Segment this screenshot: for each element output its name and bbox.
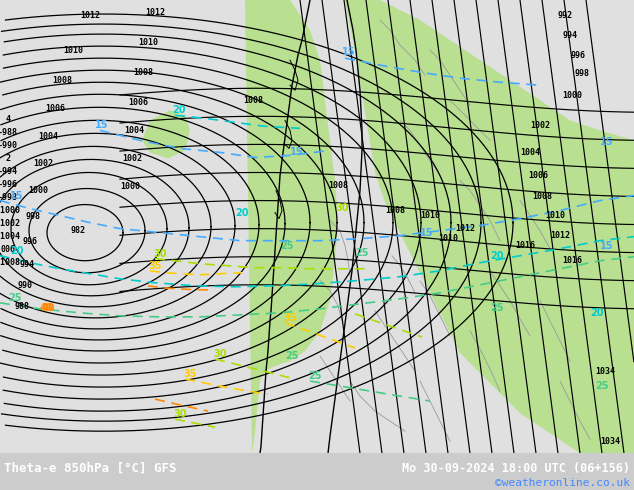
Text: 1010: 1010 [420, 211, 440, 220]
Text: -996: -996 [0, 180, 18, 189]
Text: 998: 998 [25, 212, 41, 221]
Text: 006: 006 [1, 245, 15, 254]
Text: 1008: 1008 [328, 181, 348, 190]
Text: 1002: 1002 [33, 159, 53, 168]
Text: 1012: 1012 [145, 7, 165, 17]
Text: 25: 25 [355, 248, 368, 258]
Text: 20: 20 [10, 245, 23, 256]
Text: 1008: 1008 [532, 192, 552, 201]
Text: 30: 30 [153, 249, 167, 259]
Text: 20: 20 [490, 251, 503, 261]
Text: 996: 996 [571, 50, 586, 60]
Text: 1010: 1010 [438, 234, 458, 243]
Text: 1000: 1000 [120, 182, 140, 191]
Text: 25: 25 [280, 241, 294, 251]
Text: 1016: 1016 [562, 256, 582, 265]
Text: 1000: 1000 [562, 91, 582, 100]
Polygon shape [142, 110, 190, 158]
Text: 1012: 1012 [455, 224, 475, 233]
Text: -988: -988 [0, 128, 18, 137]
Text: 40: 40 [40, 303, 53, 313]
Text: 1010: 1010 [63, 46, 83, 55]
Text: 1006: 1006 [45, 104, 65, 113]
Text: 992: 992 [557, 11, 573, 20]
Polygon shape [310, 0, 634, 453]
Text: -990: -990 [0, 141, 18, 150]
Text: 15: 15 [10, 191, 23, 200]
Text: 40: 40 [42, 303, 56, 313]
Text: 15: 15 [420, 228, 434, 238]
Text: 1016: 1016 [515, 241, 535, 250]
Text: 35: 35 [283, 313, 297, 323]
Text: 982: 982 [70, 226, 86, 235]
Text: 1012: 1012 [550, 231, 570, 240]
Text: 1034: 1034 [595, 367, 615, 375]
Text: 1008: 1008 [133, 68, 153, 77]
Text: 30: 30 [213, 349, 226, 359]
Text: -1002: -1002 [0, 219, 20, 228]
Text: 1012: 1012 [80, 11, 100, 20]
Text: 4: 4 [6, 115, 11, 124]
Text: 1008: 1008 [243, 96, 263, 105]
Text: 15: 15 [290, 147, 304, 157]
Text: -1008: -1008 [0, 258, 20, 267]
Text: ©weatheronline.co.uk: ©weatheronline.co.uk [495, 478, 630, 488]
Text: -1004: -1004 [0, 232, 20, 241]
Polygon shape [245, 0, 338, 453]
Text: 1010: 1010 [138, 38, 158, 47]
Text: 998: 998 [574, 69, 590, 78]
Text: -994: -994 [0, 167, 18, 176]
Text: 996: 996 [22, 237, 37, 246]
Text: 1034: 1034 [600, 437, 620, 446]
Text: 25: 25 [490, 303, 503, 313]
Text: 1000: 1000 [28, 186, 48, 195]
Text: 25: 25 [285, 351, 299, 361]
Text: 1004: 1004 [38, 132, 58, 141]
Text: 25: 25 [8, 293, 22, 303]
Text: 1006: 1006 [128, 98, 148, 107]
Text: 2: 2 [6, 154, 11, 163]
Text: 15: 15 [600, 241, 614, 251]
Text: 30: 30 [173, 409, 186, 419]
Text: 1004: 1004 [124, 126, 144, 135]
Text: 1004: 1004 [520, 148, 540, 157]
Text: 15: 15 [95, 121, 108, 130]
Text: 20: 20 [172, 105, 186, 115]
Text: 994: 994 [562, 30, 578, 40]
Text: 15: 15 [600, 137, 614, 147]
Text: 994: 994 [20, 260, 34, 269]
Text: 1008: 1008 [385, 206, 405, 215]
Text: 1002: 1002 [122, 154, 142, 163]
Text: 990: 990 [18, 281, 32, 290]
Text: 20: 20 [590, 308, 604, 318]
Text: -1000: -1000 [0, 206, 20, 215]
Text: 35: 35 [183, 369, 197, 379]
Text: 25: 25 [308, 371, 321, 381]
Text: 35: 35 [148, 261, 162, 271]
Text: 1006: 1006 [528, 171, 548, 180]
Text: 25: 25 [595, 381, 609, 391]
Text: Theta-e 850hPa [°C] GFS: Theta-e 850hPa [°C] GFS [4, 462, 176, 475]
Text: Mo 30-09-2024 18:00 UTC (06+156): Mo 30-09-2024 18:00 UTC (06+156) [402, 462, 630, 475]
Text: 988: 988 [15, 302, 30, 311]
Text: 1010: 1010 [545, 211, 565, 220]
Text: 1002: 1002 [530, 121, 550, 130]
Text: 1008: 1008 [52, 76, 72, 85]
Text: 30: 30 [335, 202, 349, 213]
Text: 20: 20 [235, 208, 249, 218]
Text: 15: 15 [342, 47, 356, 57]
Text: -998: -998 [0, 193, 18, 202]
